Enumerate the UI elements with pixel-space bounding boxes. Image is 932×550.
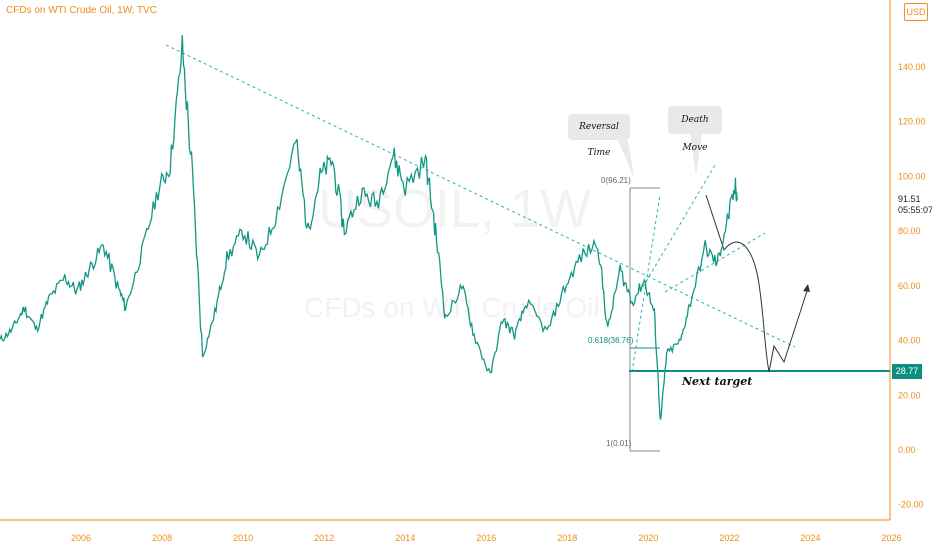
bar-countdown: 05:55:07 — [898, 205, 932, 215]
watermark-symbol: USOIL, 1W — [318, 179, 592, 239]
y-tick-label: 40.00 — [898, 336, 921, 346]
y-tick-label: 80.00 — [898, 226, 921, 236]
last-price-value: 91.51 — [898, 194, 921, 204]
death-label: Death Move — [681, 115, 709, 153]
price-series — [0, 34, 739, 420]
y-tick-label: 120.00 — [898, 117, 926, 127]
fib-label-top: 0(96.21) — [601, 176, 631, 185]
fib-label-bottom: 1(0.01) — [606, 439, 632, 448]
x-tick-label: 2020 — [638, 533, 658, 543]
x-tick-label: 2010 — [233, 533, 253, 543]
death-callout: Death Move — [668, 106, 722, 153]
y-ticks: -20.00 0.00 20.00 40.00 60.00 80.00 100.00 120.… — [898, 62, 926, 510]
target-price-tag: 28.77 — [892, 364, 922, 379]
long-term-trendline — [165, 44, 796, 348]
x-tick-label: 2008 — [152, 533, 172, 543]
x-tick-label: 2016 — [476, 533, 496, 543]
death-pointer — [690, 133, 702, 176]
y-tick-label: 140.00 — [898, 62, 926, 72]
reversal-pointer — [618, 140, 634, 178]
x-ticks: 2006 2008 2010 2012 2014 2016 2018 2020 2022 2024… — [71, 533, 901, 543]
y-tick-label: 20.00 — [898, 390, 921, 400]
y-tick-label: 0.00 — [898, 445, 916, 455]
y-tick-label: 100.00 — [898, 171, 926, 181]
x-tick-label: 2014 — [395, 533, 415, 543]
x-tick-label: 2024 — [800, 533, 820, 543]
x-tick-label: 2012 — [314, 533, 334, 543]
projection-arrow — [803, 284, 810, 292]
x-tick-label: 2026 — [881, 533, 901, 543]
fib-label-mid: 0.618(36.76) — [588, 336, 634, 345]
rising-channel-upper — [639, 164, 716, 293]
next-target-label: Next target — [682, 375, 753, 388]
y-tick-label: 60.00 — [898, 281, 921, 291]
watermark-name: CFDs on WTI Crude Oil — [304, 292, 600, 323]
rising-channel-lower — [664, 232, 766, 293]
reversal-label: Reversal Time — [579, 122, 619, 158]
y-tick-label: -20.00 — [898, 500, 924, 510]
chart-title[interactable]: CFDs on WTI Crude Oil, 1W, TVC — [6, 5, 157, 16]
x-tick-label: 2022 — [719, 533, 739, 543]
projection-path — [705, 194, 809, 373]
reversal-callout: Reversal Time — [568, 114, 630, 158]
x-tick-label: 2006 — [71, 533, 91, 543]
last-price-readout: 91.51 05:55:07 — [898, 194, 932, 216]
x-tick-label: 2018 — [557, 533, 577, 543]
currency-button[interactable]: USD — [904, 3, 928, 21]
